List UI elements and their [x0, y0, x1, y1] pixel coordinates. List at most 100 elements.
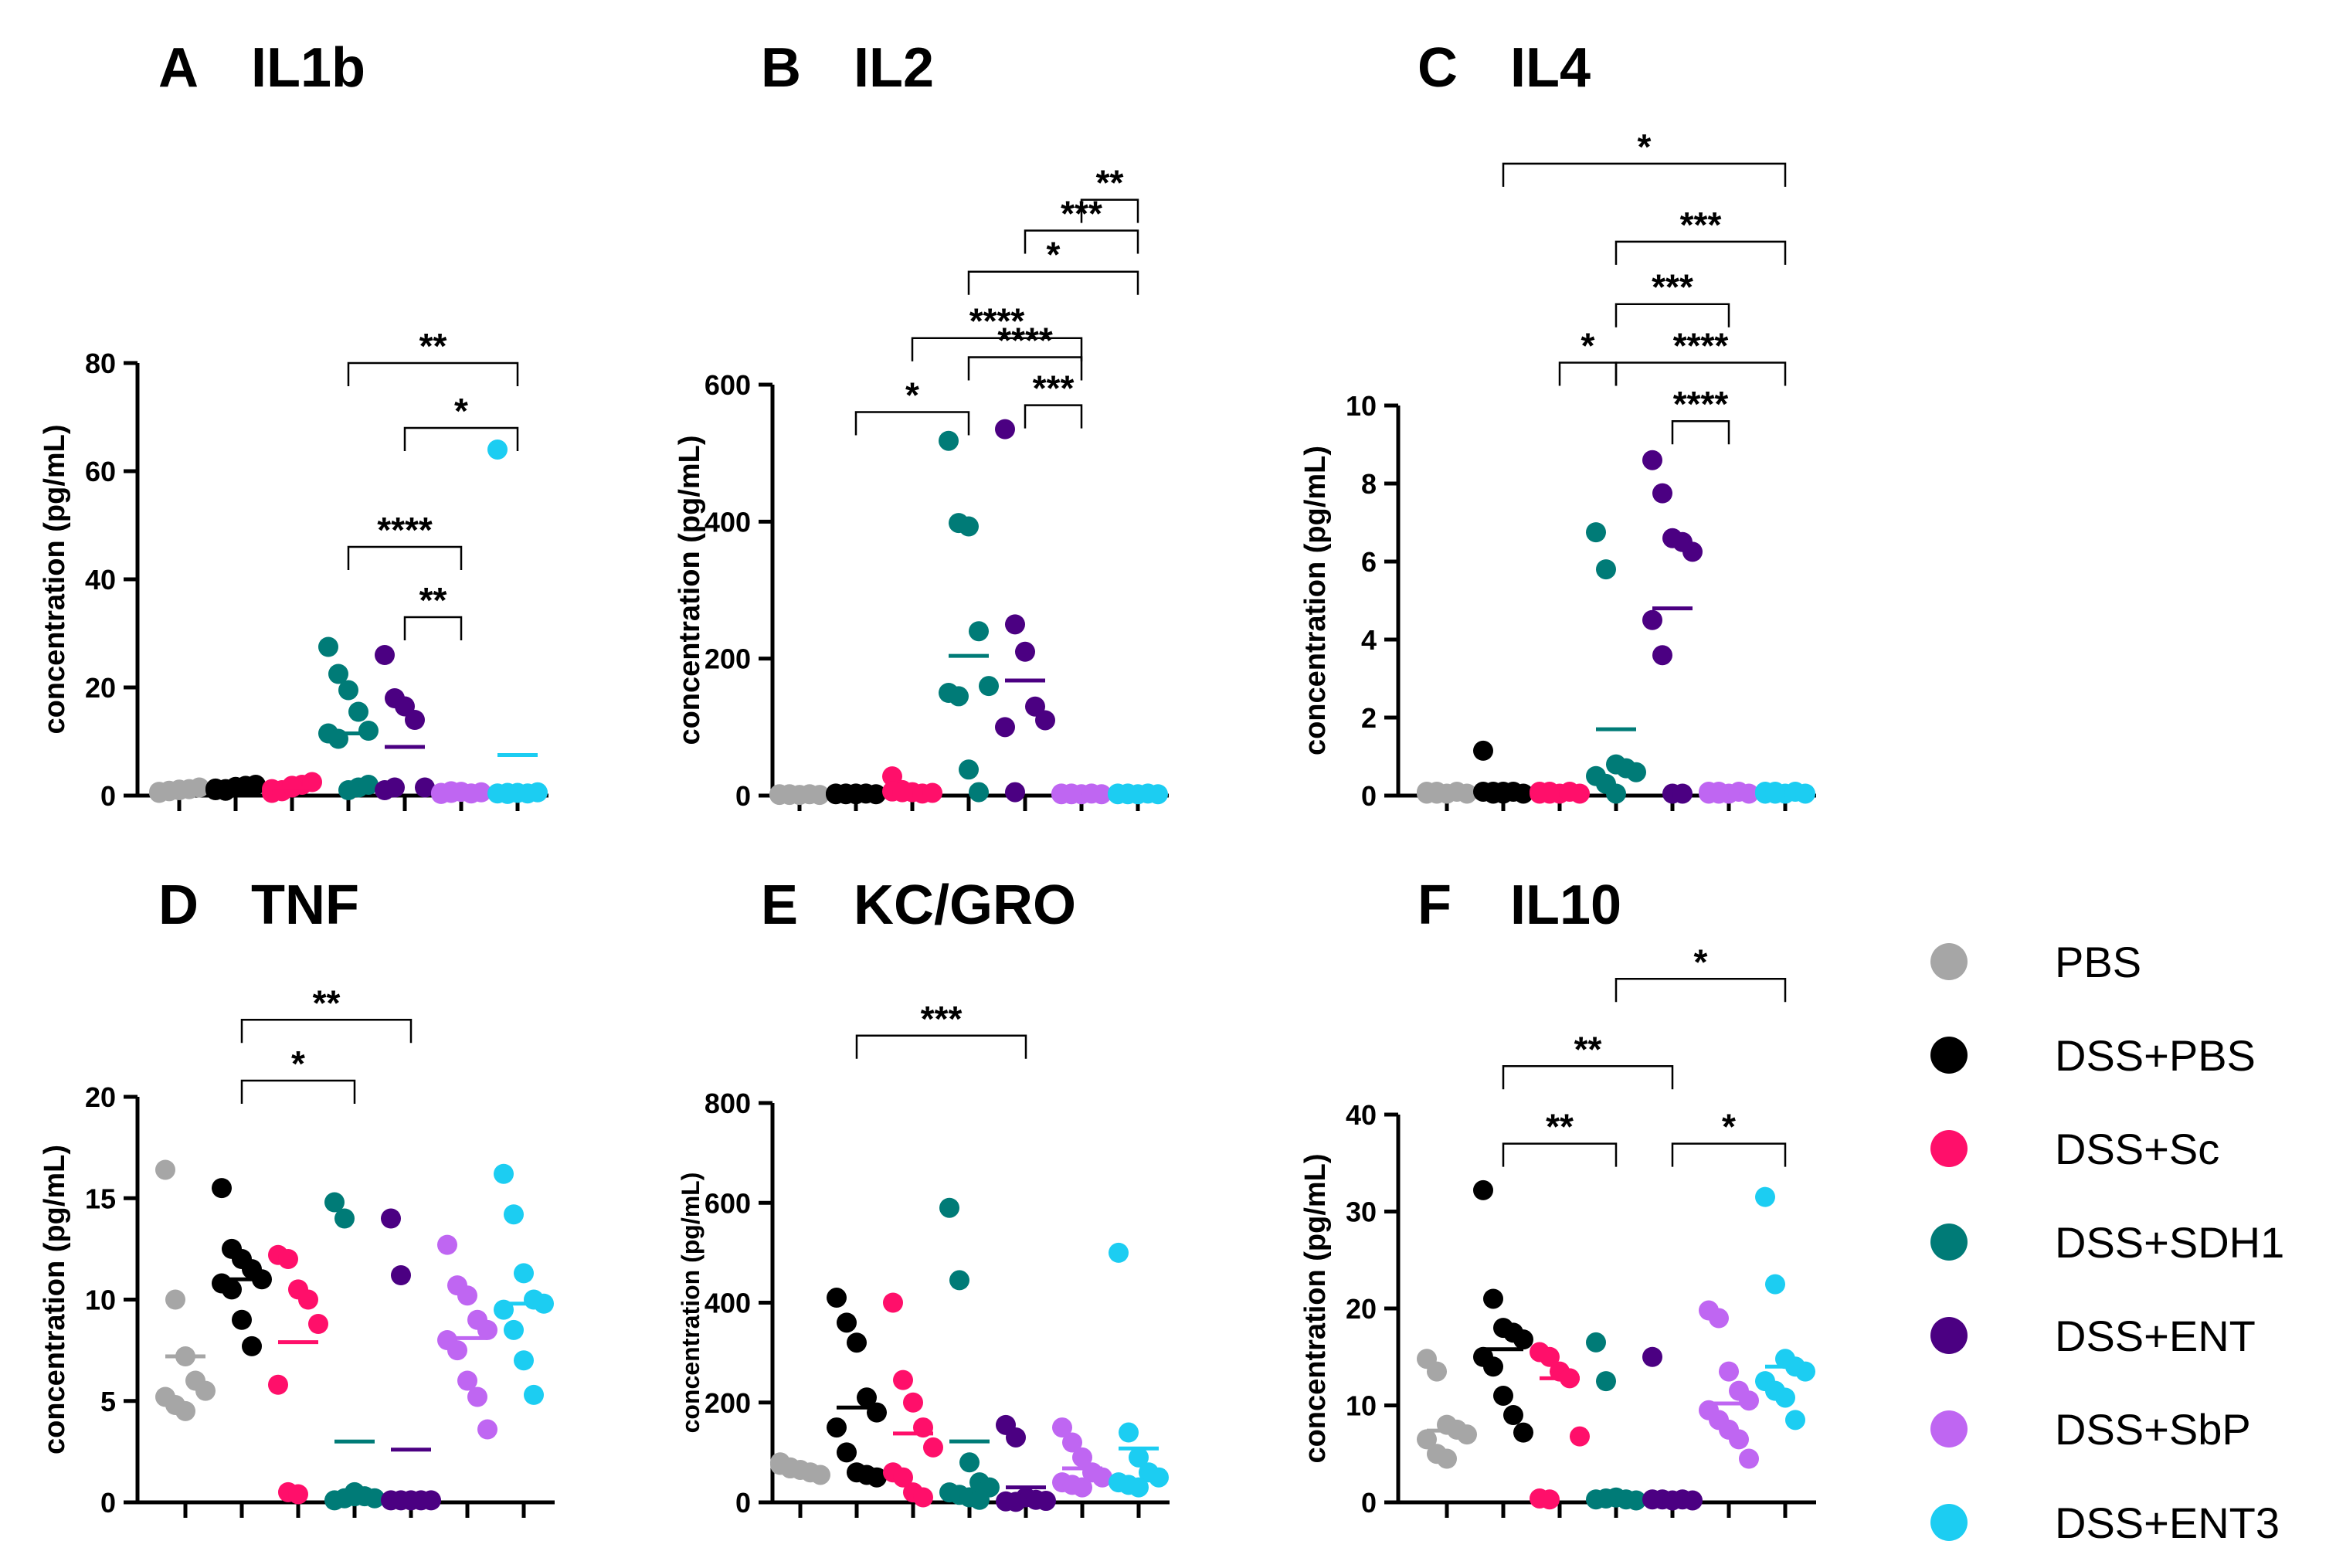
data-point: [1642, 1489, 1662, 1510]
legend-item: DSS+SDH1: [1930, 1218, 2284, 1267]
data-point: [847, 1332, 867, 1353]
data-point: [334, 1208, 355, 1229]
data-point: [1061, 784, 1081, 805]
bracket-line: [1614, 240, 1787, 265]
data-point: [288, 1484, 308, 1505]
legend-label: PBS: [2055, 938, 2141, 986]
significance-bracket: ****: [911, 301, 1083, 361]
data-point: [1119, 1422, 1139, 1443]
bracket-line: [240, 1019, 413, 1044]
data-point: [1493, 1385, 1513, 1406]
panel-letter: B: [761, 37, 801, 99]
legend-label: DSS+SbP: [2055, 1405, 2251, 1454]
series-dss-pbs: [1473, 740, 1533, 804]
panel-title: IL10: [1510, 874, 1621, 936]
significance-label: ***: [1033, 368, 1075, 409]
data-point: [1513, 1422, 1533, 1443]
data-point: [391, 1265, 411, 1285]
significance-bracket: *: [967, 235, 1139, 295]
series-dss-ent3: [1109, 1242, 1169, 1498]
data-point: [979, 676, 999, 697]
series-dss-ent3: [1755, 781, 1815, 804]
bracket-line: [347, 545, 463, 570]
bracket-line: [1558, 361, 1618, 386]
data-point: [497, 782, 518, 803]
data-point: [1765, 1274, 1785, 1295]
significance-label: *: [291, 1044, 305, 1084]
data-point: [1005, 614, 1025, 635]
data-point: [487, 440, 508, 460]
significance-bracket: *: [403, 391, 519, 451]
y-axis-label: concentration (pg/mL): [674, 435, 706, 745]
significance-bracket: **: [403, 580, 463, 640]
y-tick-label: 30: [1346, 1196, 1377, 1228]
series-dss-pbs: [1473, 1179, 1533, 1443]
bracket-line: [967, 270, 1139, 295]
data-point: [1473, 1179, 1493, 1200]
data-point: [1513, 783, 1533, 804]
legend-marker: [1930, 1410, 1968, 1448]
series-dss-sdh1: [939, 1197, 1000, 1510]
data-point: [1775, 1387, 1795, 1408]
panel-letter: C: [1418, 37, 1458, 99]
data-point: [1709, 783, 1729, 804]
data-point: [959, 759, 979, 780]
data-point: [1652, 645, 1672, 666]
significance-bracket: ***: [1024, 194, 1139, 254]
data-point: [324, 1192, 345, 1213]
series-dss-sdh1: [324, 1192, 385, 1511]
y-tick-label: 400: [705, 1288, 751, 1319]
significance-bracket: *: [1671, 1107, 1787, 1167]
y-tick-label: 800: [705, 1088, 751, 1119]
data-point: [959, 516, 979, 537]
y-tick-label: 200: [705, 643, 751, 675]
data-point: [345, 1486, 365, 1507]
y-tick-label: 10: [85, 1285, 116, 1316]
data-point: [866, 784, 886, 805]
legend-label: DSS+SDH1: [2055, 1218, 2284, 1267]
bracket-line: [1614, 361, 1787, 386]
series-pbs: [770, 1452, 830, 1485]
data-point: [524, 1384, 544, 1405]
significance-label: *: [1047, 235, 1061, 275]
series-dss-sc: [268, 1244, 328, 1505]
series-dss-ent3: [494, 1163, 554, 1405]
significance-label: *: [1638, 127, 1652, 167]
data-point: [1109, 1242, 1129, 1263]
data-point: [175, 1400, 195, 1421]
significance-label: **: [1096, 163, 1124, 203]
significance-label: ****: [1673, 325, 1729, 365]
data-point: [1006, 1427, 1026, 1448]
data-point: [995, 717, 1015, 738]
significance-label: **: [1546, 1107, 1574, 1147]
bracket-line: [1080, 199, 1139, 223]
data-point: [358, 721, 379, 741]
data-point: [837, 1312, 857, 1333]
data-point: [1739, 1448, 1759, 1469]
data-point: [1118, 784, 1138, 805]
series-dss-ent: [381, 1208, 441, 1511]
legend: PBS DSS+PBS DSS+Sc DSS+SDH1 DSS+ENT DSS+SbP DS…: [1930, 938, 2284, 1547]
bracket-line: [1614, 978, 1787, 1003]
data-point: [1092, 784, 1112, 805]
data-point: [165, 1289, 185, 1310]
legend-label: DSS+ENT: [2055, 1312, 2256, 1360]
data-point: [437, 1234, 457, 1255]
significance-bracket: ***: [855, 999, 1027, 1059]
y-tick-label: 10: [1346, 1390, 1377, 1422]
y-tick-label: 0: [735, 1487, 751, 1519]
data-point: [268, 1374, 288, 1395]
y-tick-label: 400: [705, 506, 751, 538]
data-point: [477, 1319, 497, 1340]
data-point: [1606, 783, 1626, 804]
data-point: [358, 775, 379, 795]
panel-letter: D: [158, 874, 199, 936]
y-tick-label: 200: [705, 1387, 751, 1419]
data-point: [318, 636, 338, 657]
panel-title: KC/GRO: [854, 874, 1076, 936]
data-point: [477, 1419, 497, 1440]
data-point: [1503, 1405, 1523, 1426]
legend-label: DSS+ENT3: [2055, 1498, 2280, 1547]
